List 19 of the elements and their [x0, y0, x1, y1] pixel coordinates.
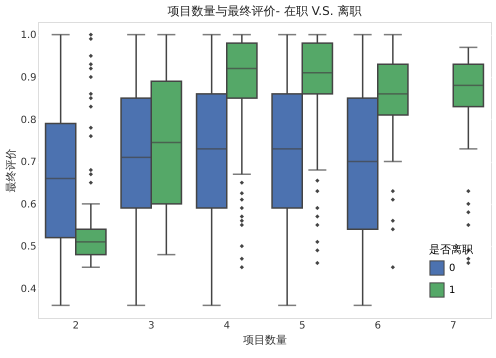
x-tick-label: 4: [224, 320, 230, 332]
x-tick-label: 7: [450, 320, 456, 332]
y-tick-label: 0.9: [20, 72, 36, 84]
y-tick-label: 1.0: [20, 30, 36, 42]
x-tick-label: 3: [148, 320, 154, 332]
legend-label: 1: [449, 285, 456, 296]
x-axis-title: 项目数量: [243, 334, 287, 346]
y-axis-title: 最终评价: [4, 148, 18, 192]
legend-label: 0: [449, 263, 456, 274]
legend-title: 是否离职: [429, 243, 473, 256]
y-tick-label: 0.6: [20, 199, 36, 210]
y-tick-label: 0.8: [20, 114, 36, 126]
chart-title: 项目数量与最终评价- 在职 V.S. 离职: [168, 4, 362, 18]
y-tick-label: 0.5: [20, 242, 36, 253]
x-tick-label: 6: [374, 320, 381, 332]
y-tick-label: 0.7: [20, 157, 36, 168]
x-tick-label: 5: [299, 320, 306, 332]
y-tick-label: 0.4: [20, 284, 36, 295]
x-tick-label: 2: [72, 320, 79, 332]
